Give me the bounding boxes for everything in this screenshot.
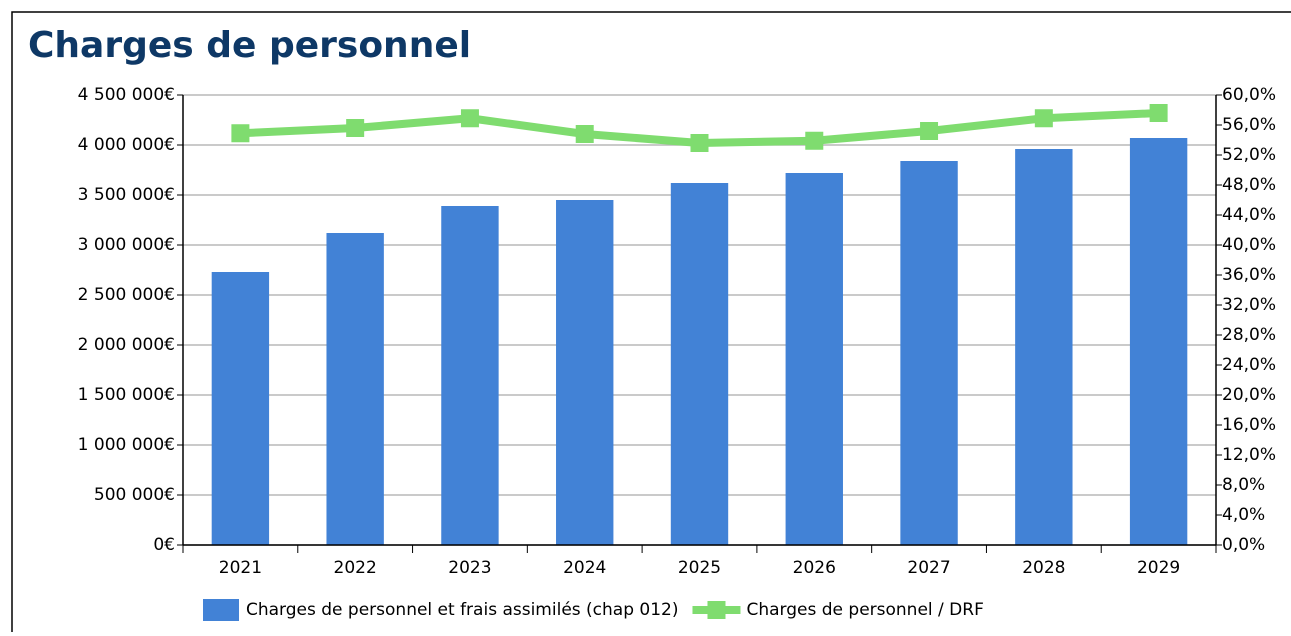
y2-tick-label: 44,0% — [1222, 205, 1276, 225]
bar — [441, 206, 499, 545]
y2-tick-label: 36,0% — [1222, 265, 1276, 285]
x-tick-label: 2022 — [334, 558, 377, 578]
y-tick-label: 1 500 000€ — [78, 385, 175, 405]
bar — [1015, 149, 1073, 545]
legend-swatch — [707, 601, 726, 619]
y2-tick-label: 32,0% — [1222, 295, 1276, 315]
y2-tick-label: 0,0% — [1222, 535, 1265, 555]
x-tick-label: 2026 — [793, 558, 836, 578]
y-tick-label: 3 500 000€ — [78, 185, 175, 205]
line-marker — [1149, 104, 1168, 122]
line-marker — [575, 125, 594, 143]
line-marker — [231, 124, 250, 143]
y2-tick-label: 56,0% — [1222, 115, 1276, 135]
x-tick-label: 2025 — [678, 558, 721, 578]
y-tick-label: 4 000 000€ — [78, 135, 175, 155]
y2-tick-label: 40,0% — [1222, 235, 1276, 255]
y-tick-label: 3 000 000€ — [78, 235, 175, 255]
line-marker — [346, 119, 365, 137]
y2-tick-label: 52,0% — [1222, 145, 1276, 165]
x-tick-label: 2021 — [219, 558, 262, 578]
x-tick-label: 2029 — [1137, 558, 1180, 578]
bar — [556, 200, 614, 545]
line-marker — [805, 131, 824, 150]
bar — [785, 173, 843, 545]
y-tick-label: 1 000 000€ — [78, 435, 175, 455]
y-tick-label: 4 500 000€ — [78, 85, 175, 105]
legend-label: Charges de personnel / DRF — [746, 600, 983, 620]
bar — [211, 272, 270, 545]
line-marker — [1034, 109, 1053, 128]
y2-tick-label: 12,0% — [1222, 445, 1276, 465]
y-tick-label: 0€ — [153, 535, 175, 555]
bar — [670, 183, 729, 545]
y-tick-label: 2 500 000€ — [78, 285, 175, 305]
y2-tick-label: 8,0% — [1222, 475, 1265, 495]
line-marker — [460, 109, 479, 128]
y2-tick-label: 28,0% — [1222, 325, 1276, 345]
line-marker — [920, 122, 939, 140]
x-tick-label: 2027 — [907, 558, 950, 578]
y2-tick-label: 4,0% — [1222, 505, 1265, 525]
y2-tick-label: 48,0% — [1222, 175, 1276, 195]
legend-swatch — [203, 599, 239, 621]
y2-tick-label: 60,0% — [1222, 85, 1276, 105]
bar — [1129, 138, 1188, 545]
y-tick-label: 500 000€ — [94, 485, 175, 505]
y2-tick-label: 24,0% — [1222, 355, 1276, 375]
y2-tick-label: 16,0% — [1222, 415, 1276, 435]
x-tick-label: 2024 — [563, 558, 606, 578]
line-marker — [690, 134, 709, 152]
y2-tick-label: 20,0% — [1222, 385, 1276, 405]
chart-title: Charges de personnel — [28, 25, 471, 66]
bar — [326, 233, 384, 545]
legend-label: Charges de personnel et frais assimilés … — [246, 600, 678, 620]
y-tick-label: 2 000 000€ — [78, 335, 175, 355]
frame — [11, 11, 1291, 636]
bar — [900, 161, 958, 545]
x-tick-label: 2023 — [448, 558, 491, 578]
x-tick-label: 2028 — [1022, 558, 1065, 578]
